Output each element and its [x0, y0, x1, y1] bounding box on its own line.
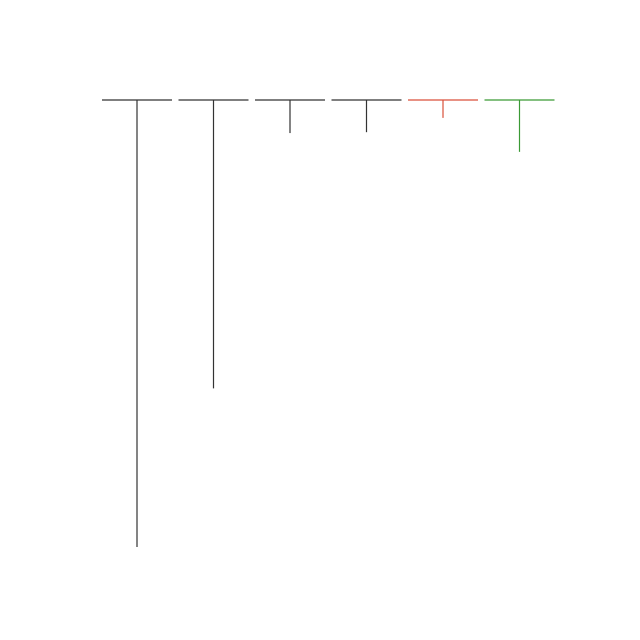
- bar-mark-6: [484, 99, 555, 152]
- bar-mark-2: [178, 99, 249, 389]
- bar-mark-5: [408, 99, 478, 118]
- bar-mark-1: [102, 99, 172, 547]
- bar-mark-4: [331, 99, 402, 133]
- bar-mark-3: [255, 99, 325, 134]
